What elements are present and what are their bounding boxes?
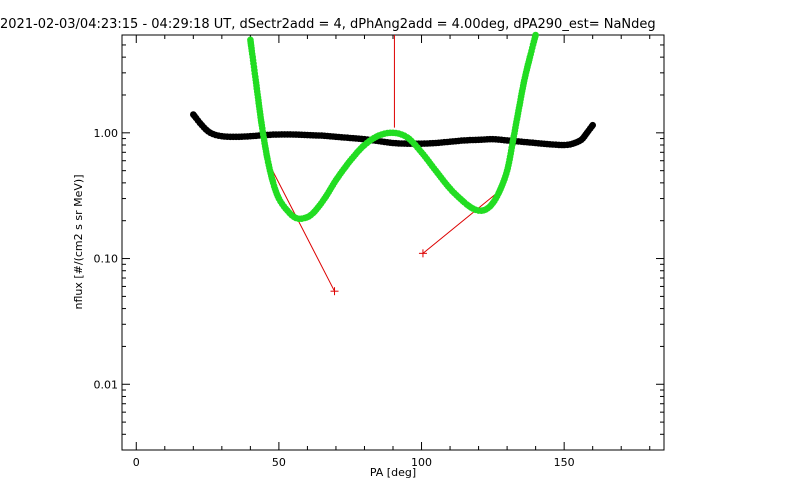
chart-title: 2021-02-03/04:23:15 - 04:29:18 UT, dSect…: [0, 17, 656, 32]
y-tick-label: 0.01: [94, 378, 119, 391]
series-0: [190, 111, 596, 149]
x-tick-label: 150: [554, 456, 575, 469]
y-axis-ticks: 0.01 0.10 1.00: [94, 34, 664, 451]
annotation-line: [267, 160, 335, 292]
plot-frame: [121, 34, 665, 451]
y-tick-label: 1.00: [94, 127, 119, 140]
x-tick-label: 50: [272, 456, 286, 469]
data-series: [190, 31, 596, 223]
x-axis-ticks: 0 50 100 150: [133, 35, 651, 469]
series-point: [532, 31, 539, 39]
y-axis-label: nflux [#/(cm2 s sr MeV)]: [72, 175, 85, 310]
series-point: [589, 121, 596, 129]
annotations: [267, 35, 499, 296]
x-tick-label: 100: [411, 456, 432, 469]
y-tick-label: 0.10: [94, 253, 119, 266]
x-axis-label: PA [deg]: [370, 466, 416, 479]
x-tick-label: 0: [133, 456, 140, 469]
series-1: [247, 31, 539, 223]
annotation-line: [422, 191, 499, 254]
